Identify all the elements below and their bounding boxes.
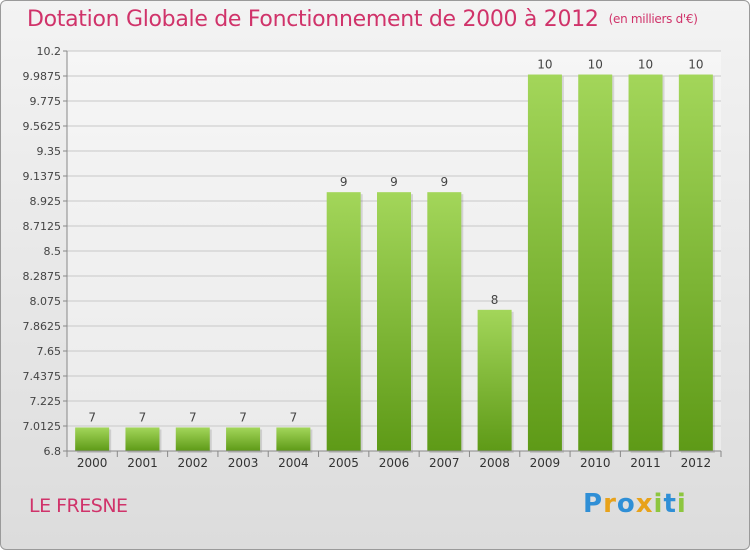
chart-title: Dotation Globale de Fonctionnement de 20…	[27, 7, 698, 32]
x-tick-label: 2009	[530, 456, 561, 470]
bar-value-label: 10	[537, 58, 552, 72]
x-tick-label: 2007	[429, 456, 460, 470]
logo-letter: r	[603, 489, 617, 519]
bar-value-label: 7	[290, 410, 298, 424]
y-tick-label: 10.2	[37, 45, 62, 58]
logo-letter: x	[635, 489, 654, 519]
bar	[477, 309, 512, 451]
y-tick-label: 8.7125	[23, 220, 62, 233]
x-tick-label: 2008	[479, 456, 510, 470]
x-tick-label: 2002	[177, 456, 208, 470]
bar	[276, 427, 311, 451]
bar	[226, 427, 261, 451]
y-tick-label: 9.35	[37, 145, 62, 158]
bar-value-label: 7	[88, 410, 96, 424]
bar	[326, 192, 361, 452]
y-tick-label: 8.925	[30, 195, 62, 208]
y-tick-label: 6.8	[44, 445, 62, 458]
x-axis-ticks: 2000 2001 2002 2003 2004 2005 2006 2007 2008 2009…	[66, 51, 722, 470]
bar	[578, 74, 613, 451]
logo-letter: i	[676, 489, 687, 519]
bar	[175, 427, 210, 451]
y-tick-label: 9.775	[30, 95, 62, 108]
bar-value-label: 7	[239, 410, 247, 424]
bar	[125, 427, 160, 451]
bar	[427, 192, 462, 452]
y-tick-label: 9.9875	[23, 70, 62, 83]
commune-name: LE FRESNE	[29, 495, 128, 517]
x-tick-label: 2001	[127, 456, 158, 470]
x-tick-label: 2003	[228, 456, 259, 470]
y-tick-label: 8.2875	[23, 270, 62, 283]
logo-letter: i	[653, 489, 664, 519]
logo-letter: P	[583, 489, 604, 519]
x-tick-label: 2006	[379, 456, 410, 470]
bar-value-label: 7	[189, 410, 197, 424]
bar	[377, 192, 411, 452]
y-tick-label: 7.4375	[23, 370, 62, 383]
y-tick-label: 8.5	[44, 245, 62, 258]
logo-letter: o	[616, 489, 636, 519]
y-tick-label: 9.1375	[23, 170, 62, 183]
x-tick-label: 2005	[328, 456, 359, 470]
bar-value-label: 10	[688, 58, 703, 72]
proxiti-logo[interactable]: Proxiti	[583, 489, 687, 519]
bar	[678, 74, 713, 451]
x-tick-label: 2010	[580, 456, 611, 470]
bar	[527, 74, 562, 451]
y-tick-label: 7.8625	[23, 320, 62, 333]
bar-value-label: 9	[340, 175, 348, 189]
bar-value-label: 10	[588, 58, 603, 72]
chart-title-unit: (en milliers d'€)	[608, 12, 698, 26]
x-tick-label: 2000	[77, 456, 108, 470]
y-tick-label: 7.0125	[23, 420, 62, 433]
x-tick-label: 2012	[681, 456, 712, 470]
y-tick-label: 9.5625	[23, 120, 62, 133]
bars: 7 7 7 7 7 9 9 9 8 10 10 10 10	[75, 58, 715, 454]
y-tick-label: 8.075	[30, 295, 62, 308]
y-axis-ticks: 6.8 7.0125 7.225 7.4375 7.65 7.8625 8.075 8.287…	[23, 45, 67, 458]
bar-value-label: 9	[440, 175, 448, 189]
y-tick-label: 7.65	[37, 345, 62, 358]
x-tick-label: 2011	[630, 456, 661, 470]
logo-letter: t	[663, 489, 677, 519]
x-tick-label: 2004	[278, 456, 309, 470]
y-tick-label: 7.225	[30, 395, 62, 408]
bar-value-label: 10	[638, 58, 653, 72]
bar-value-label: 7	[139, 410, 147, 424]
bar	[628, 74, 663, 451]
bar-value-label: 8	[491, 293, 499, 307]
bar-value-label: 9	[390, 175, 398, 189]
bar	[75, 427, 110, 451]
chart-title-text: Dotation Globale de Fonctionnement de 20…	[27, 7, 599, 32]
